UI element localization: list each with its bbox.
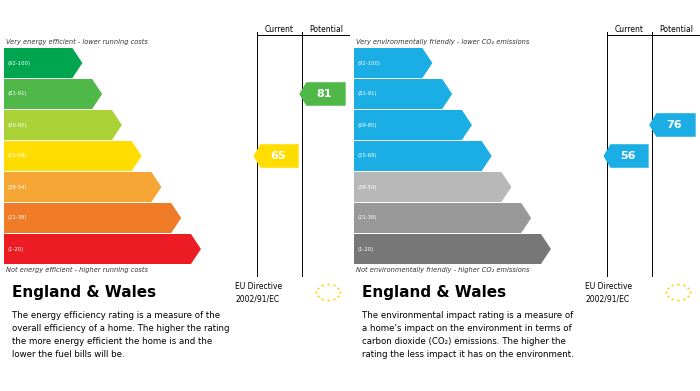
Text: (69-80): (69-80): [7, 122, 27, 127]
Text: Potential: Potential: [309, 25, 343, 34]
Text: (69-80): (69-80): [357, 122, 377, 127]
Text: E: E: [513, 182, 521, 192]
Text: E: E: [163, 182, 171, 192]
Text: 2002/91/EC: 2002/91/EC: [235, 294, 279, 303]
Text: B: B: [104, 89, 113, 99]
Text: G: G: [203, 244, 212, 254]
Text: Environmental Impact (CO₂) Rating: Environmental Impact (CO₂) Rating: [359, 5, 592, 18]
Text: (39-54): (39-54): [357, 185, 377, 190]
Text: A: A: [85, 58, 93, 68]
Polygon shape: [603, 144, 649, 168]
Text: D: D: [494, 151, 503, 161]
Text: The energy efficiency rating is a measure of the
overall efficiency of a home. T: The energy efficiency rating is a measur…: [13, 311, 230, 359]
Polygon shape: [649, 113, 696, 137]
Text: (92-100): (92-100): [7, 61, 30, 66]
Text: Current: Current: [265, 25, 294, 34]
Polygon shape: [4, 48, 83, 78]
Polygon shape: [354, 234, 551, 264]
Polygon shape: [354, 141, 491, 171]
Text: 65: 65: [270, 151, 286, 161]
Text: Very environmentally friendly - lower CO₂ emissions: Very environmentally friendly - lower CO…: [356, 39, 529, 45]
Polygon shape: [354, 48, 433, 78]
Text: England & Wales: England & Wales: [363, 285, 507, 300]
Polygon shape: [253, 144, 299, 168]
Text: England & Wales: England & Wales: [13, 285, 157, 300]
Text: (39-54): (39-54): [7, 185, 27, 190]
Text: D: D: [144, 151, 153, 161]
Polygon shape: [354, 110, 472, 140]
Text: (81-91): (81-91): [7, 91, 27, 97]
Polygon shape: [4, 110, 122, 140]
Polygon shape: [4, 234, 201, 264]
Text: F: F: [533, 213, 540, 223]
Polygon shape: [299, 82, 346, 106]
Polygon shape: [354, 79, 452, 109]
Text: Current: Current: [615, 25, 644, 34]
Polygon shape: [4, 141, 141, 171]
Text: (92-100): (92-100): [357, 61, 380, 66]
Text: Potential: Potential: [659, 25, 693, 34]
Text: C: C: [124, 120, 132, 130]
Polygon shape: [4, 203, 181, 233]
Text: B: B: [454, 89, 463, 99]
Text: 81: 81: [316, 89, 332, 99]
Text: 56: 56: [620, 151, 636, 161]
Text: Not energy efficient - higher running costs: Not energy efficient - higher running co…: [6, 267, 148, 273]
Polygon shape: [4, 79, 102, 109]
Text: (21-38): (21-38): [7, 215, 27, 221]
Text: 76: 76: [666, 120, 682, 130]
Text: 2002/91/EC: 2002/91/EC: [585, 294, 629, 303]
Text: (1-20): (1-20): [7, 246, 23, 251]
Text: EU Directive: EU Directive: [235, 282, 282, 291]
Text: (81-91): (81-91): [357, 91, 377, 97]
Polygon shape: [354, 203, 531, 233]
Polygon shape: [354, 172, 512, 202]
Text: (1-20): (1-20): [357, 246, 373, 251]
Text: G: G: [553, 244, 562, 254]
Text: F: F: [183, 213, 190, 223]
Text: The environmental impact rating is a measure of
a home's impact on the environme: The environmental impact rating is a mea…: [363, 311, 574, 359]
Text: Not environmentally friendly - higher CO₂ emissions: Not environmentally friendly - higher CO…: [356, 267, 529, 273]
Text: A: A: [435, 58, 443, 68]
Text: (55-68): (55-68): [357, 154, 377, 158]
Polygon shape: [4, 172, 162, 202]
Text: C: C: [474, 120, 482, 130]
Text: EU Directive: EU Directive: [585, 282, 632, 291]
Text: (21-38): (21-38): [357, 215, 377, 221]
Text: (55-68): (55-68): [7, 154, 27, 158]
Text: Energy Efficiency Rating: Energy Efficiency Rating: [9, 5, 171, 18]
Text: Very energy efficient - lower running costs: Very energy efficient - lower running co…: [6, 39, 148, 45]
